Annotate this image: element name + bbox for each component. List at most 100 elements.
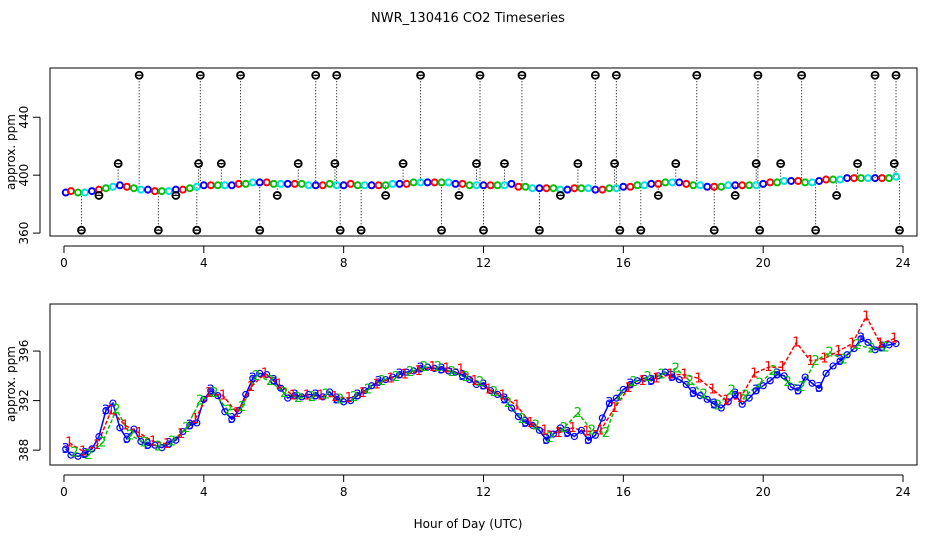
co2-data-point (339, 181, 348, 190)
series-3-marker: 3 (81, 447, 89, 462)
bottom-y-axis-label: approx. ppm (4, 346, 18, 422)
co2-data-point (801, 178, 810, 187)
series-1-marker: 1 (457, 363, 465, 378)
sensor-3-point (822, 369, 830, 377)
co2-data-point (780, 176, 789, 185)
series-1-marker: 1 (317, 389, 325, 404)
sensor-3-point (507, 404, 516, 412)
sensor-3-point (794, 387, 802, 395)
series-3-marker: 3 (563, 426, 571, 441)
series-1-marker: 1 (191, 412, 199, 427)
sensor-3-point (647, 377, 655, 385)
co2-data-point (654, 179, 663, 188)
co2-data-point (647, 179, 656, 188)
series-3-marker: 3 (62, 442, 70, 457)
co2-data-point (122, 182, 131, 191)
co2-data-point (248, 178, 257, 187)
series-2-marker: 2 (392, 370, 400, 385)
top-y-axis-label: approx. ppm (4, 114, 18, 190)
sensor-3-point (430, 364, 439, 372)
co2-data-point (549, 184, 558, 193)
sensor-3-point (857, 335, 865, 343)
sensor-3-point (389, 373, 397, 381)
sensor-3-point (437, 366, 446, 374)
x-tick-label: 0 (60, 256, 68, 270)
co2-data-point (360, 181, 369, 190)
co2-data-point (766, 178, 775, 187)
sensor-3-point (130, 425, 138, 433)
outlier-point (216, 159, 226, 168)
x-tick-label: 24 (895, 485, 910, 499)
sensor-3-point (249, 374, 257, 382)
sensor-3-point (179, 427, 187, 436)
sensor-3-point (626, 380, 634, 389)
sensor-3-point (598, 414, 606, 422)
series-3-marker: 3 (395, 368, 403, 383)
sensor-3-point (165, 440, 173, 448)
sensor-3-point (486, 387, 495, 395)
co2-data-point (892, 172, 901, 181)
series-2-marker: 2 (350, 390, 358, 405)
sensor-3-point (675, 375, 683, 384)
series-2-marker: 2 (112, 402, 120, 417)
series-1-marker: 1 (331, 390, 339, 405)
sensor-3-point (801, 373, 809, 381)
sensor-3-point (458, 372, 467, 380)
series-1-marker: 1 (387, 371, 395, 386)
sensor-3-point (696, 392, 704, 400)
sensor-3-point (158, 444, 166, 452)
outlier-point (610, 159, 619, 168)
co2-data-point (304, 181, 313, 190)
outlier-point (832, 191, 841, 200)
series-3-marker: 3 (605, 396, 613, 411)
co2-data-point (381, 181, 390, 190)
series-2-marker: 2 (336, 392, 344, 407)
y-tick-label: 440 (17, 106, 31, 129)
co2-data-point (661, 178, 670, 187)
series-2-marker: 2 (126, 428, 134, 443)
series-3-marker: 3 (836, 354, 844, 369)
sensor-3-point (703, 395, 711, 403)
co2-data-point (822, 175, 831, 184)
sensor-3-point (710, 400, 718, 408)
sensor-3-point (633, 377, 641, 385)
co2-data-point (444, 178, 453, 187)
co2-data-point (640, 181, 649, 190)
sensor-3-point (500, 395, 509, 403)
outlier-point (454, 191, 464, 200)
outlier-point (153, 225, 163, 235)
sensor-3-point (815, 384, 823, 392)
series-1-marker: 1 (163, 437, 171, 452)
series-1-marker: 1 (373, 378, 381, 393)
series-1-marker: 1 (401, 368, 409, 383)
co2-data-point (808, 178, 817, 187)
sensor-3-point (528, 421, 537, 429)
outlier-point (853, 159, 862, 168)
series-1-marker: 1 (443, 361, 451, 376)
co2-data-point (80, 188, 89, 197)
series-1-marker: 1 (275, 378, 283, 393)
sensor-3-point (333, 395, 341, 403)
outlier-point (891, 70, 901, 80)
series-1-marker: 1 (736, 391, 744, 406)
sensor-3-point (668, 373, 676, 381)
co2-data-point (633, 181, 642, 190)
co2-data-point (388, 179, 397, 188)
series-3-marker: 3 (354, 389, 362, 404)
co2-data-point (115, 181, 124, 190)
sensor-3-point (773, 370, 781, 379)
outlier-point (653, 191, 663, 200)
co2-data-point (857, 174, 866, 183)
co2-data-point (213, 181, 222, 190)
series-2-marker: 2 (853, 338, 861, 353)
sensor-3-point (493, 390, 502, 399)
outlier-point (755, 225, 765, 235)
co2-data-point (668, 178, 677, 187)
series-1-marker: 1 (666, 368, 674, 383)
series-1-marker: 1 (247, 380, 255, 395)
co2-data-point (192, 182, 201, 191)
series-1-marker: 1 (778, 360, 786, 375)
series-2-marker: 2 (658, 368, 666, 383)
series-2-marker: 2 (448, 365, 456, 380)
outlier-point (381, 191, 391, 200)
